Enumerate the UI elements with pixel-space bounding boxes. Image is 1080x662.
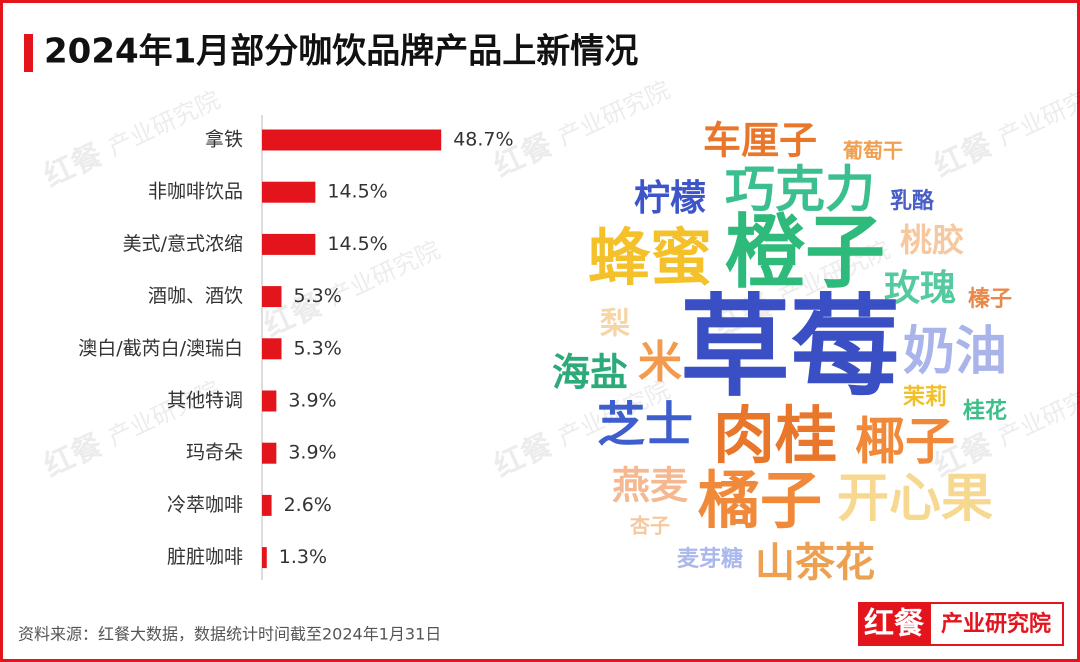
word: 橘子 bbox=[698, 464, 822, 537]
word: 杏子 bbox=[629, 514, 670, 538]
bar bbox=[262, 129, 442, 151]
source-note: 资料来源：红餐大数据，数据统计时间截至2024年1月31日 bbox=[18, 625, 441, 644]
logo-unit: 产业研究院 bbox=[941, 611, 1051, 637]
data-label: 3.9% bbox=[288, 390, 336, 412]
word: 柠檬 bbox=[634, 178, 706, 219]
word: 梨 bbox=[600, 307, 630, 342]
y-tick-label: 非咖啡饮品 bbox=[148, 181, 243, 203]
word: 燕麦 bbox=[612, 464, 688, 508]
word: 茉莉 bbox=[903, 385, 947, 410]
word: 肉桂 bbox=[713, 399, 837, 472]
data-label: 5.3% bbox=[294, 285, 342, 307]
y-tick-label: 其他特调 bbox=[167, 390, 243, 412]
word: 乳酪 bbox=[890, 188, 935, 214]
data-label: 3.9% bbox=[288, 442, 336, 464]
word: 桂花 bbox=[963, 398, 1007, 424]
word: 玫瑰 bbox=[884, 268, 956, 309]
word: 米 bbox=[638, 337, 682, 388]
word: 巧克力 bbox=[725, 161, 875, 219]
bar bbox=[262, 233, 316, 255]
y-tick-label: 冷萃咖啡 bbox=[167, 494, 243, 516]
y-tick-label: 玛奇朵 bbox=[186, 442, 243, 464]
bar bbox=[262, 286, 282, 308]
logo-box bbox=[858, 602, 930, 646]
logo-unit-box bbox=[929, 602, 1064, 646]
bar bbox=[262, 390, 277, 412]
y-tick-label: 脏脏咖啡 bbox=[167, 546, 243, 568]
data-label: 5.3% bbox=[294, 337, 342, 359]
y-tick-label: 拿铁 bbox=[205, 128, 243, 151]
data-label: 2.6% bbox=[284, 494, 332, 516]
data-label: 1.3% bbox=[279, 546, 327, 568]
word: 车厘子 bbox=[703, 119, 817, 163]
word: 桃胶 bbox=[900, 221, 964, 259]
title-accent bbox=[24, 34, 33, 72]
word: 葡萄干 bbox=[842, 139, 903, 163]
word: 奶油 bbox=[903, 322, 1007, 382]
bar bbox=[262, 181, 316, 203]
word: 麦芽糖 bbox=[677, 546, 743, 572]
word: 海盐 bbox=[552, 351, 628, 395]
y-tick-label: 酒咖、酒饮 bbox=[148, 285, 243, 307]
word: 椰子 bbox=[855, 413, 955, 471]
word: 蜂蜜 bbox=[588, 221, 712, 294]
logo-brand: 红餐 bbox=[864, 607, 925, 642]
bar bbox=[262, 547, 267, 569]
bar bbox=[262, 494, 272, 516]
word: 芝士 bbox=[597, 397, 693, 453]
word: 橙子 bbox=[725, 206, 885, 299]
chart-title: 2024年1月部分咖饮品牌产品上新情况 bbox=[44, 32, 638, 72]
word: 开心果 bbox=[837, 469, 993, 529]
data-label: 14.5% bbox=[327, 181, 387, 203]
data-label: 14.5% bbox=[327, 233, 387, 255]
word: 草莓 bbox=[680, 283, 900, 411]
bar bbox=[262, 338, 282, 360]
data-label: 48.7% bbox=[453, 129, 513, 151]
word: 山茶花 bbox=[755, 540, 875, 586]
y-tick-label: 美式/意式浓缩 bbox=[123, 233, 243, 255]
bar bbox=[262, 442, 277, 464]
y-tick-label: 澳白/截芮白/澳瑞白 bbox=[78, 337, 243, 359]
word: 榛子 bbox=[968, 287, 1012, 312]
